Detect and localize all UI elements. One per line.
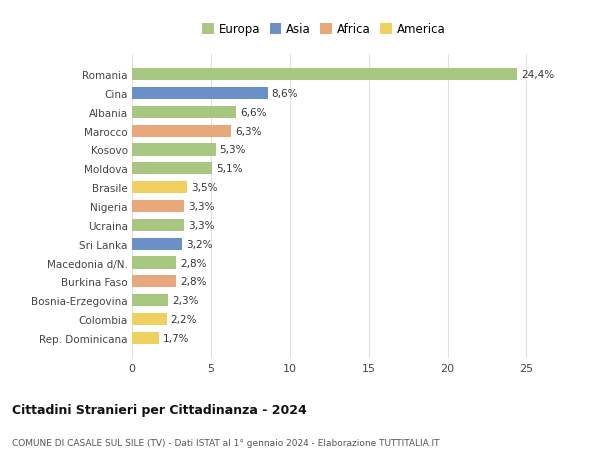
Text: 6,3%: 6,3%	[235, 126, 262, 136]
Text: 2,3%: 2,3%	[172, 296, 199, 306]
Text: 3,3%: 3,3%	[188, 220, 215, 230]
Bar	[132, 238, 182, 250]
Text: 2,8%: 2,8%	[180, 277, 206, 287]
Text: Cittadini Stranieri per Cittadinanza - 2024: Cittadini Stranieri per Cittadinanza - 2…	[12, 403, 307, 416]
Bar	[132, 294, 168, 307]
Bar	[132, 276, 176, 288]
Bar	[132, 219, 184, 231]
Text: 8,6%: 8,6%	[272, 89, 298, 99]
Text: 2,2%: 2,2%	[170, 314, 197, 325]
Bar	[132, 144, 215, 156]
Legend: Europa, Asia, Africa, America: Europa, Asia, Africa, America	[197, 18, 450, 41]
Text: 3,3%: 3,3%	[188, 202, 215, 212]
Bar	[132, 125, 232, 137]
Text: 3,5%: 3,5%	[191, 183, 218, 193]
Bar	[132, 257, 176, 269]
Text: 6,6%: 6,6%	[240, 107, 266, 118]
Bar	[132, 201, 184, 213]
Bar	[132, 88, 268, 100]
Bar	[132, 313, 167, 325]
Text: 1,7%: 1,7%	[163, 333, 189, 343]
Bar	[132, 69, 517, 81]
Text: 2,8%: 2,8%	[180, 258, 206, 268]
Bar	[132, 332, 159, 344]
Bar	[132, 182, 187, 194]
Text: COMUNE DI CASALE SUL SILE (TV) - Dati ISTAT al 1° gennaio 2024 - Elaborazione TU: COMUNE DI CASALE SUL SILE (TV) - Dati IS…	[12, 438, 439, 447]
Bar	[132, 106, 236, 119]
Text: 3,2%: 3,2%	[187, 239, 213, 249]
Bar	[132, 163, 212, 175]
Text: 5,3%: 5,3%	[220, 145, 246, 155]
Text: 5,1%: 5,1%	[217, 164, 243, 174]
Text: 24,4%: 24,4%	[521, 70, 554, 80]
